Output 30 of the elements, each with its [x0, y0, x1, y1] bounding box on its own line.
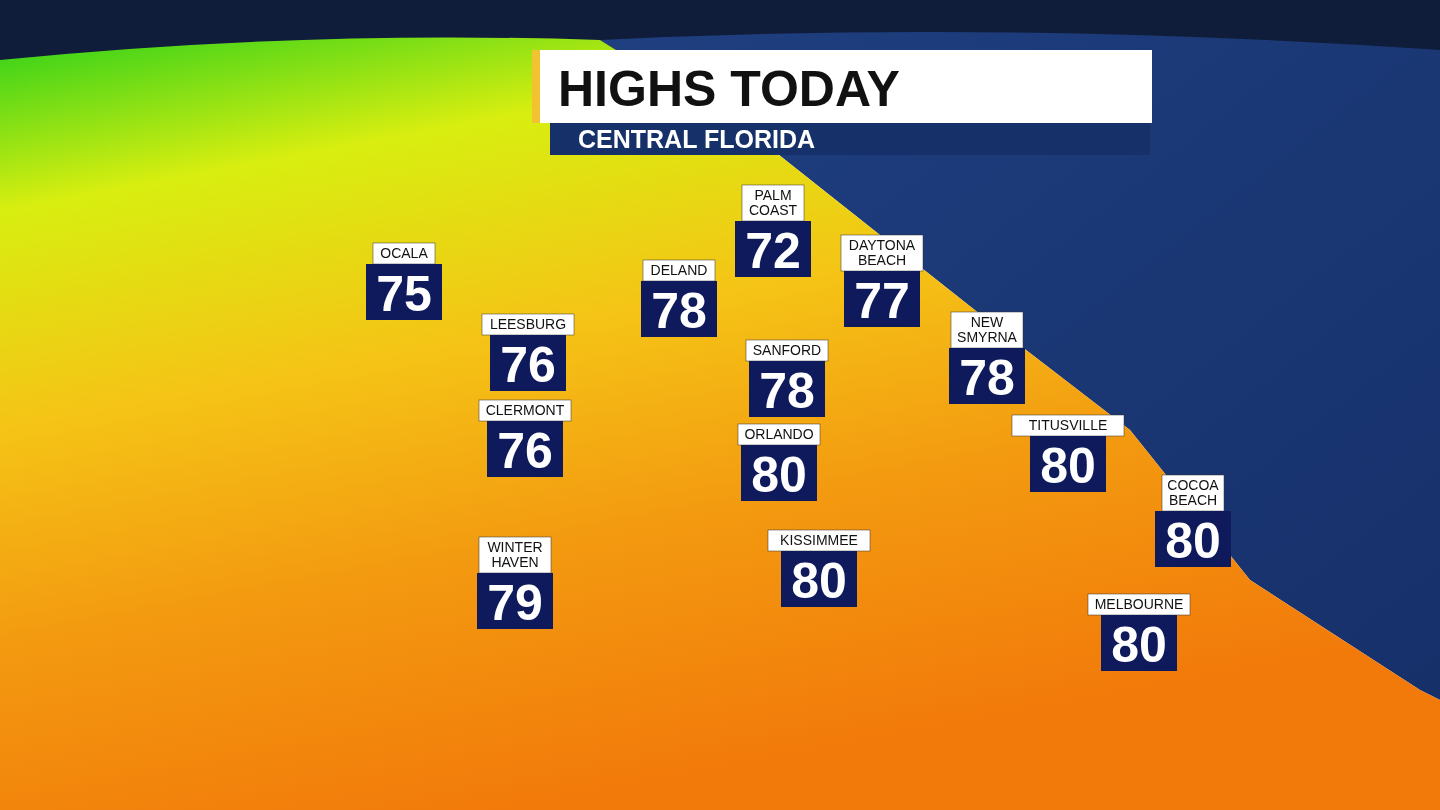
- data-label: 78: [959, 350, 1015, 406]
- category-label: WINTER HAVEN: [487, 539, 543, 570]
- category-label: DELAND: [650, 262, 708, 278]
- data-label: 79: [487, 575, 543, 631]
- category-label: CLERMONT: [485, 402, 565, 418]
- data-label: 75: [376, 266, 432, 322]
- data-label: 80: [791, 553, 847, 609]
- text: HIGHS TODAY: [558, 61, 900, 117]
- category-label: KISSIMMEE: [780, 532, 858, 548]
- data-label: 77: [854, 273, 910, 329]
- data-label: 78: [651, 283, 707, 339]
- category-label: ORLANDO: [744, 426, 814, 442]
- data-label: 76: [500, 337, 556, 393]
- category-label: OCALA: [380, 245, 429, 261]
- data-label: 80: [751, 447, 807, 503]
- data-label: 80: [1111, 617, 1167, 673]
- category-label: TITUSVILLE: [1028, 417, 1108, 433]
- data-label: 76: [497, 423, 553, 479]
- data-label: 78: [759, 363, 815, 419]
- category-label: NEW SMYRNA: [957, 314, 1018, 345]
- category-label: SANFORD: [752, 342, 822, 358]
- category-label: DAYTONA BEACH: [848, 237, 916, 268]
- category-label: COCOA BEACH: [1167, 477, 1220, 508]
- data-label: 80: [1165, 513, 1221, 569]
- data-label: 72: [745, 223, 801, 279]
- category-label: LEESBURG: [489, 316, 567, 332]
- text: CENTRAL FLORIDA: [578, 125, 816, 153]
- category-label: PALM COAST: [748, 187, 798, 218]
- data-label: 80: [1040, 438, 1096, 494]
- category-label: MELBOURNE: [1094, 596, 1184, 612]
